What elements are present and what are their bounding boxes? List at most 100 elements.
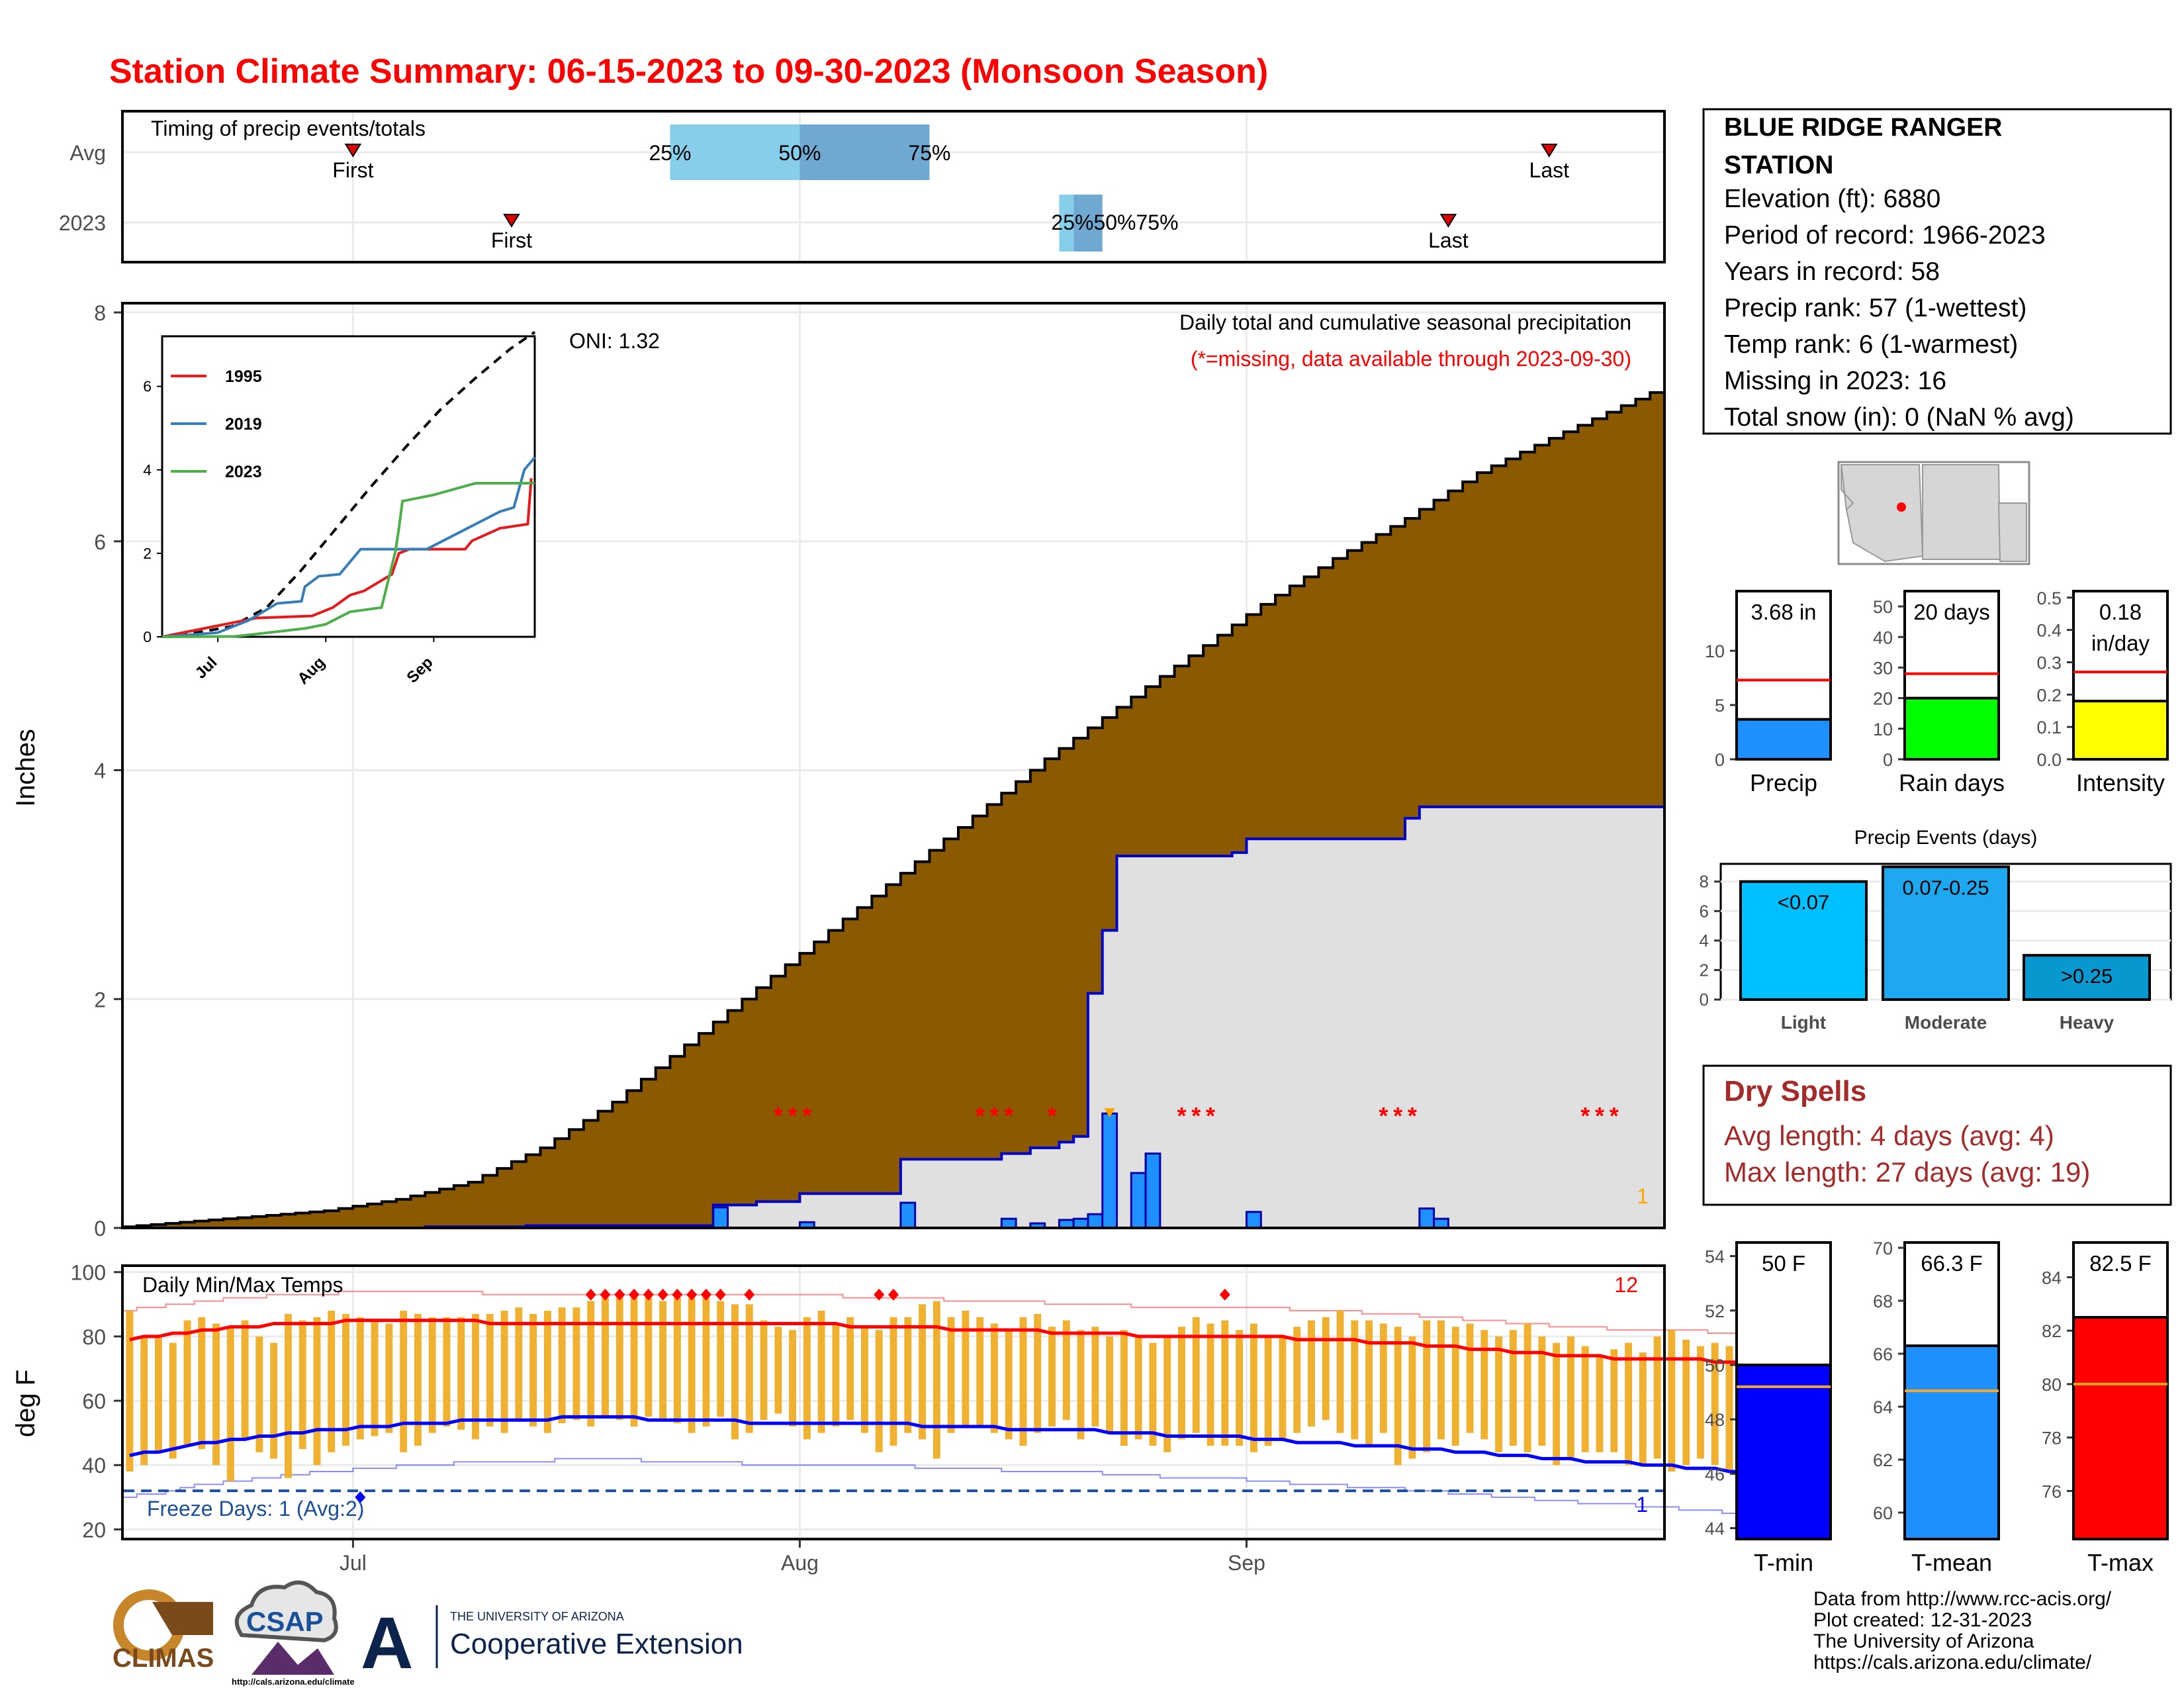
temp-t-max-ytick: 82 [2042,1321,2062,1341]
daily-temp-bar [962,1311,970,1427]
total-intensity-ytick: 0.4 [2036,621,2062,641]
events-category: Moderate [1905,1012,1987,1033]
precip-chart-subtitle: (*=missing, data available through 2023-… [1191,347,1631,371]
precip-ytick: 4 [94,759,106,783]
footer-line: https://cals.arizona.edu/climate/ [1813,1652,2092,1673]
daily-temp-bar [169,1342,177,1459]
daily-temp-bar [1221,1320,1229,1446]
total-intensity-value-label: 0.18 [2099,600,2142,624]
map-state-tx [1997,502,2027,562]
daily-temp-bar [702,1297,710,1427]
daily-temp-bar [1019,1317,1027,1446]
total-rain-days-ytick: 40 [1873,628,1893,647]
map-state-nm [1922,464,2001,560]
total-rain-days-ytick: 30 [1873,658,1893,678]
total-precip-value-label: 3.68 in [1751,600,1816,624]
dry-spells-max: Max length: 27 days (avg: 19) [1724,1156,2090,1188]
hot-day-marker [585,1288,596,1301]
station-frame [1702,108,2172,435]
station-info: BLUE RIDGE RANGER STATION Elevation (ft): … [1702,108,2172,435]
freeze-day-marker [355,1491,366,1503]
daily-temp-bar [1466,1323,1474,1433]
daily-temp-bar [1149,1342,1157,1446]
freeze-days-label: Freeze Days: 1 (Avg:2) [147,1497,364,1521]
temp-t-min-value-label: 50 F [1762,1251,1805,1276]
daily-temp-bar [1711,1342,1719,1466]
temp-t-min-bar [1735,1363,1832,1540]
total-precip-ytick: 10 [1705,641,1725,661]
daily-precip-bar [1418,1207,1435,1229]
daily-temp-bar [947,1317,955,1433]
inset-series-2019 [161,456,536,638]
daily-precip-bar [712,1206,729,1229]
daily-temp-bar [1668,1330,1676,1472]
hot-day-marker [1219,1288,1230,1301]
daily-temp-bar [342,1313,349,1446]
csap-cloud-icon [234,1580,338,1643]
hot-day-marker [888,1288,899,1301]
daily-temp-bar [457,1317,465,1430]
csap-logo-text: CSAP [246,1606,324,1637]
temp-t-min-ytick: 44 [1705,1519,1725,1539]
temp-t-max-bar [2072,1316,2169,1541]
daily-temp-bar [1279,1336,1287,1440]
timing-panel: Avg 2023 Timing of precip events/totals 25%… [59,110,1666,263]
missing-marker: * [1610,1102,1619,1129]
inset-frame [161,335,536,638]
temp-t-mean-ytick: 62 [1873,1450,1893,1470]
total-intensity-bar [2072,700,2169,761]
temp-t-mean-ytick: 60 [1873,1503,1893,1523]
daily-temp-bar [1480,1330,1488,1440]
daily-temp-bar [1351,1320,1359,1440]
tmin-record-line [122,1458,1751,1515]
temp-t-min-ytick: 48 [1705,1410,1725,1430]
events-bar [1882,865,2010,1002]
precip-ytick: 2 [94,988,106,1011]
missing-marker: * [1379,1102,1388,1129]
daily-temp-bar [1553,1342,1561,1466]
y2023-last-label: Last [1428,228,1469,252]
temp-ylabel: deg F [11,1370,40,1437]
daily-temp-bar [255,1336,263,1452]
inset-ytick: 4 [143,461,152,479]
missing-marker: * [1206,1102,1215,1129]
events-ytick: 0 [1700,990,1709,1009]
hot-day-marker [700,1288,711,1301]
station-info-line: Missing in 2023: 16 [1724,367,1946,395]
daily-temp-bar [1077,1330,1085,1440]
daily-precip-bar [1000,1217,1017,1229]
daily-temp-bar [1192,1317,1200,1433]
avg-first-label: First [332,158,373,182]
daily-temp-bar [846,1317,854,1421]
temp-t-max-value-label: 82.5 F [2089,1251,2152,1276]
climas-logo-flag [152,1602,213,1635]
locator-map [1837,461,2030,565]
hot-day-marker [874,1288,885,1301]
dry-spells: Dry Spells Avg length: 4 days (avg: 4) Max… [1702,1064,2172,1206]
missing-marker: * [1580,1102,1590,1129]
temp-t-max-ytick: 84 [2042,1268,2062,1288]
daily-temp-bar [328,1311,336,1452]
daily-temp-bar [1250,1323,1257,1452]
total-intensity-ytick: 0.3 [2036,653,2062,673]
y2023-first-marker [503,214,520,228]
precip-count-label: 1 [1637,1184,1649,1208]
inset-series-1995 [161,478,533,638]
total-rain-days-ytick: 50 [1873,597,1893,617]
daily-temp-bar [1062,1320,1070,1421]
events-bar-label: <0.07 [1778,891,1829,914]
daily-temp-bar [313,1317,321,1466]
map-state-ca [1841,464,1854,512]
avg-25-label: 25% [649,141,691,165]
hot-day-marker [614,1288,625,1301]
daily-temp-bar [1163,1336,1171,1452]
events-ytick: 6 [1700,901,1709,921]
hot-day-marker [600,1288,611,1301]
daily-precip-bar [1246,1211,1262,1229]
total-intensity-ytick: 0.0 [2036,750,2062,770]
climas-logo-text: CLIMAS [113,1644,214,1673]
daily-temp-bar [1236,1330,1244,1446]
inset-legend-label: 2023 [225,463,262,481]
daily-temp-bar [630,1297,638,1427]
